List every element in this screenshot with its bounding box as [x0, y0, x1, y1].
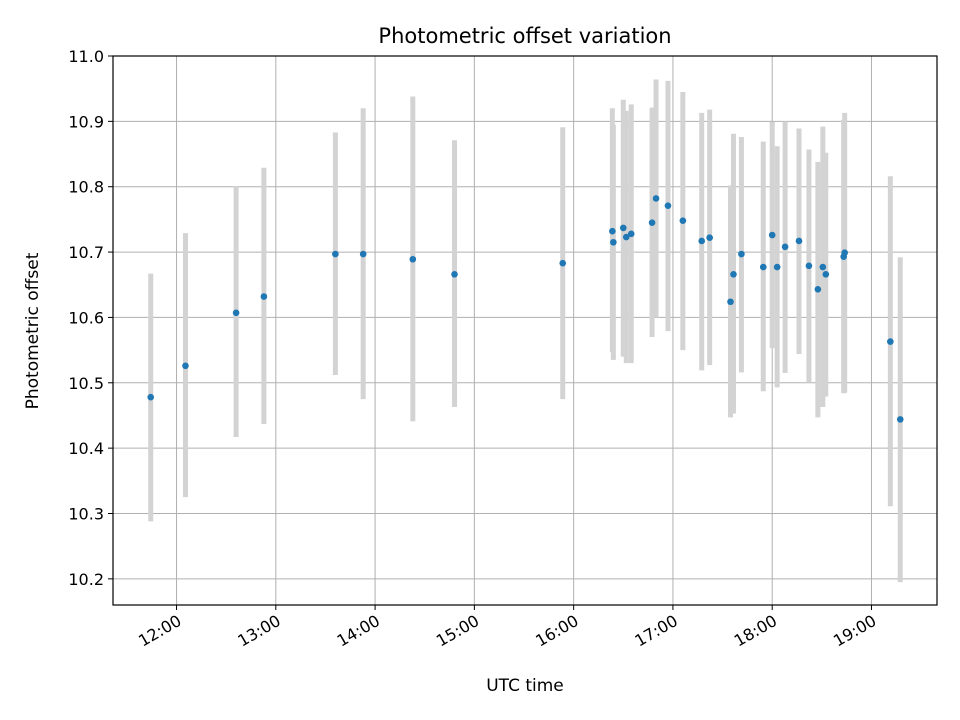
data-point — [698, 237, 706, 245]
data-point — [609, 227, 616, 235]
data-point — [814, 286, 822, 293]
data-point — [664, 202, 672, 209]
y-axis-label: Photometric offset — [23, 252, 43, 409]
x-axis-label: UTC time — [486, 676, 564, 696]
data-point — [822, 270, 830, 278]
data-point — [887, 338, 894, 345]
data-point — [182, 362, 189, 370]
data-point — [738, 250, 745, 258]
data-point — [648, 219, 656, 226]
data-point — [730, 270, 737, 278]
data-point — [559, 259, 567, 267]
data-point — [896, 416, 904, 423]
data-point — [781, 243, 789, 251]
data-point — [727, 298, 734, 306]
data-point — [805, 262, 813, 270]
data-point — [622, 233, 630, 241]
data-point — [768, 231, 776, 239]
data-point — [359, 250, 367, 258]
y-tick-label: 10.3 — [68, 505, 104, 524]
y-axis: 10.2 10.3 10.4 10.5 10.6 10.7 10.8 10.9 11.0 — [68, 47, 113, 589]
y-tick-label: 10.5 — [68, 374, 104, 393]
data-point — [451, 270, 458, 278]
y-tick-label: 10.2 — [68, 570, 104, 589]
data-point — [610, 238, 617, 246]
chart-title: Photometric offset variation — [378, 24, 671, 48]
data-point — [679, 217, 687, 224]
y-tick-label: 11.0 — [68, 47, 104, 66]
data-point — [819, 263, 827, 271]
data-point — [795, 237, 803, 245]
y-tick-label: 10.9 — [68, 112, 104, 131]
data-point — [652, 195, 660, 202]
y-tick-label: 10.4 — [68, 439, 104, 458]
y-tick-label: 10.8 — [68, 178, 104, 197]
data-point — [260, 293, 268, 300]
data-point — [773, 263, 781, 271]
y-tick-label: 10.6 — [68, 308, 104, 327]
data-point — [332, 250, 339, 258]
grid — [113, 55, 937, 605]
data-markers — [147, 195, 904, 423]
data-point — [759, 263, 767, 271]
data-point — [841, 249, 848, 257]
plot-area-frame — [112, 55, 938, 606]
data-point — [147, 393, 155, 401]
data-point — [627, 230, 635, 238]
y-tick-label: 10.7 — [68, 243, 104, 262]
data-point — [619, 224, 627, 232]
data-point — [409, 255, 417, 263]
data-point — [706, 234, 713, 241]
data-point — [232, 309, 240, 317]
